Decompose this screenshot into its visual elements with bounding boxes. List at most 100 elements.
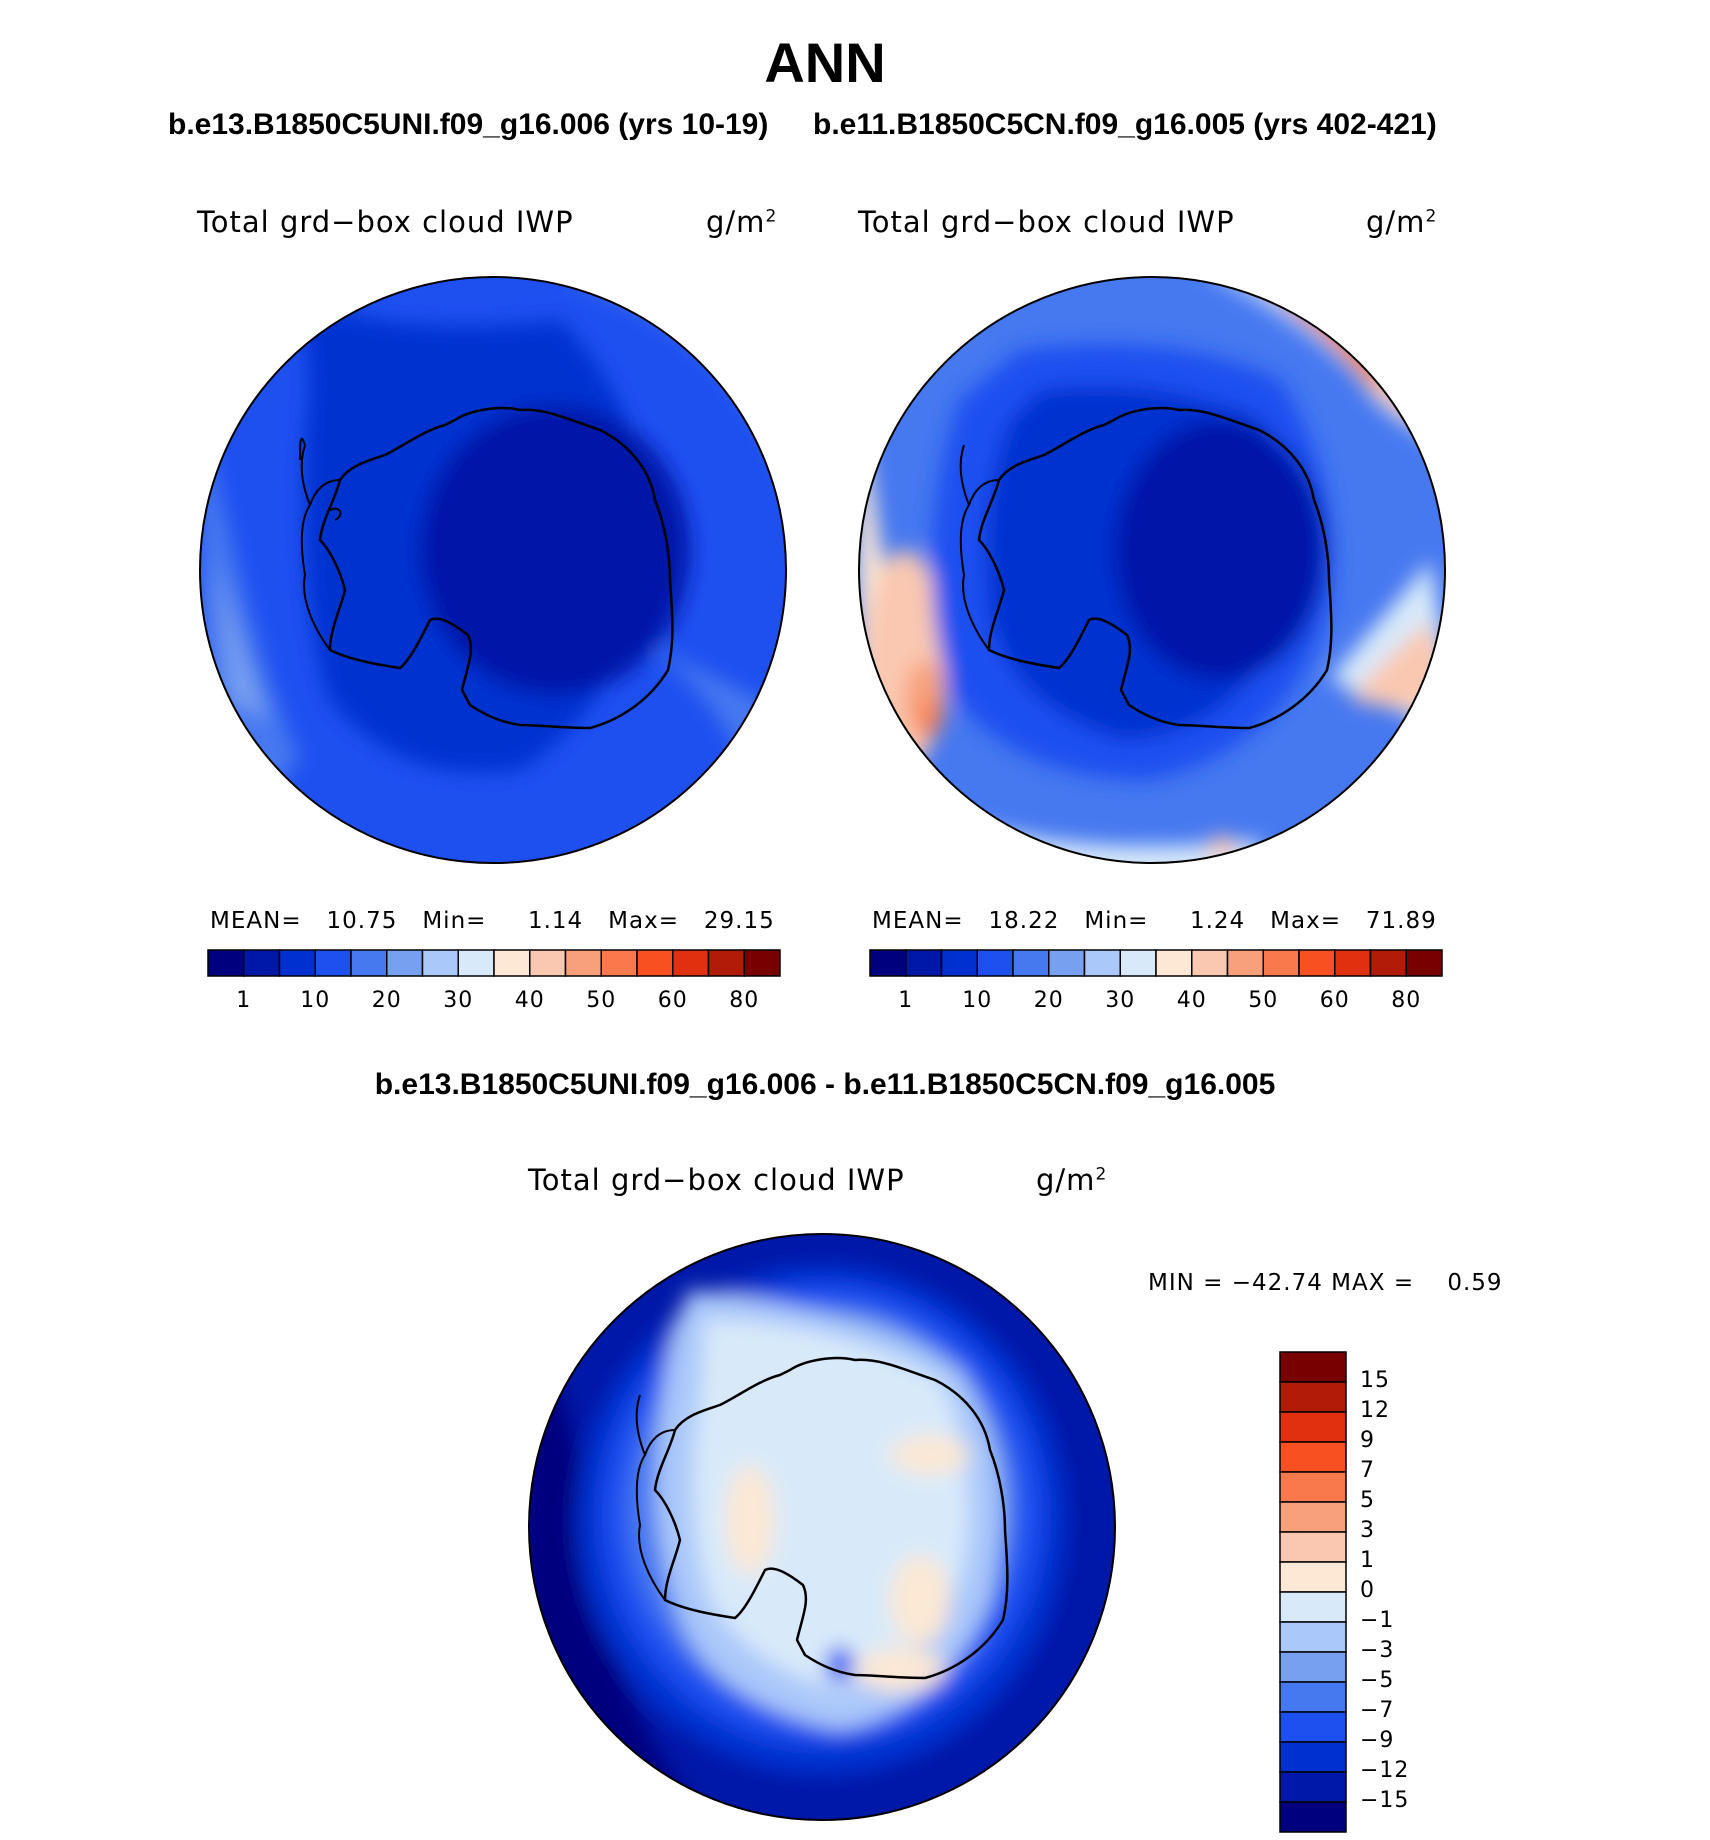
colorbar-box bbox=[1405, 949, 1443, 977]
colorbar-box bbox=[1279, 1621, 1347, 1653]
colorbar-box bbox=[940, 949, 978, 977]
colorbar-tick-label: −7 bbox=[1360, 1698, 1395, 1723]
colorbar-box bbox=[386, 949, 424, 977]
colorbar-tick-label: 10 bbox=[962, 988, 993, 1013]
colorbar-tick-label: 80 bbox=[1391, 988, 1422, 1013]
left-antarctica-coastline bbox=[318, 406, 674, 730]
colorbar-box bbox=[493, 949, 531, 977]
colorbar-box bbox=[1119, 949, 1157, 977]
colorbar-box bbox=[421, 949, 459, 977]
diff-colorbar bbox=[1279, 1351, 1347, 1833]
colorbar-box bbox=[1279, 1531, 1347, 1563]
colorbar-tick-label: 40 bbox=[1176, 988, 1207, 1013]
colorbar-tick-label: 20 bbox=[371, 988, 402, 1013]
colorbar-box bbox=[672, 949, 710, 977]
colorbar-box bbox=[1191, 949, 1229, 977]
colorbar-tick-label: 7 bbox=[1360, 1458, 1375, 1483]
right-antarctica-coastline bbox=[977, 406, 1333, 730]
colorbar-box bbox=[564, 949, 602, 977]
colorbar-box bbox=[1279, 1801, 1347, 1833]
colorbar-tick-label: 80 bbox=[729, 988, 760, 1013]
colorbar-tick-label: 50 bbox=[586, 988, 617, 1013]
colorbar-tick-label: −15 bbox=[1360, 1788, 1410, 1813]
right-stats: MEAN= 18.22 Min= 1.24 Max= 71.89 bbox=[872, 908, 1437, 934]
right-case-title: b.e11.B1850C5CN.f09_g16.005 (yrs 402-421… bbox=[813, 108, 1437, 141]
colorbar-box bbox=[1279, 1741, 1347, 1773]
colorbar-tick-label: 1 bbox=[236, 988, 252, 1013]
colorbar-box bbox=[350, 949, 388, 977]
colorbar-tick-label: 50 bbox=[1248, 988, 1279, 1013]
colorbar-box bbox=[1155, 949, 1193, 977]
diff-antarctica-coastline bbox=[653, 1356, 1009, 1680]
diff-variable-label: Total grd−box cloud IWP bbox=[528, 1163, 905, 1197]
left-variable-label: Total grd−box cloud IWP bbox=[197, 205, 574, 239]
left-map bbox=[200, 277, 786, 863]
colorbar-box bbox=[1279, 1411, 1347, 1443]
colorbar-tick-label: 12 bbox=[1360, 1398, 1390, 1423]
right-map bbox=[859, 277, 1445, 863]
left-stats: MEAN= 10.75 Min= 1.14 Max= 29.15 bbox=[210, 908, 775, 934]
colorbar-tick-label: 30 bbox=[1105, 988, 1136, 1013]
colorbar-box bbox=[1279, 1591, 1347, 1623]
colorbar-box bbox=[1279, 1771, 1347, 1803]
colorbar-box bbox=[1279, 1351, 1347, 1383]
colorbar-box bbox=[1279, 1561, 1347, 1593]
colorbar-tick-label: −3 bbox=[1360, 1638, 1395, 1663]
colorbar-box bbox=[869, 949, 907, 977]
colorbar-box bbox=[707, 949, 745, 977]
left-colorbar bbox=[207, 949, 781, 977]
colorbar-box bbox=[1226, 949, 1264, 977]
colorbar-tick-label: 9 bbox=[1360, 1428, 1375, 1453]
colorbar-tick-label: 40 bbox=[514, 988, 545, 1013]
colorbar-tick-label: 20 bbox=[1033, 988, 1064, 1013]
right-units-label: g/m2 bbox=[1366, 205, 1438, 239]
main-title: ANN bbox=[764, 31, 886, 94]
colorbar-box bbox=[1369, 949, 1407, 977]
right-colorbar bbox=[869, 949, 1443, 977]
colorbar-tick-label: 1 bbox=[898, 988, 914, 1013]
colorbar-box bbox=[1083, 949, 1121, 977]
colorbar-box bbox=[314, 949, 352, 977]
diff-stats: MIN = −42.74 MAX = 0.59 bbox=[1148, 1270, 1503, 1296]
colorbar-tick-label: −9 bbox=[1360, 1728, 1395, 1753]
colorbar-box bbox=[743, 949, 781, 977]
colorbar-box bbox=[976, 949, 1014, 977]
colorbar-tick-label: 10 bbox=[300, 988, 331, 1013]
colorbar-box bbox=[243, 949, 281, 977]
colorbar-box bbox=[1262, 949, 1300, 977]
right-variable-label: Total grd−box cloud IWP bbox=[858, 205, 1235, 239]
colorbar-tick-label: 5 bbox=[1360, 1488, 1375, 1513]
colorbar-box bbox=[1279, 1711, 1347, 1743]
colorbar-box bbox=[600, 949, 638, 977]
colorbar-tick-label: −12 bbox=[1360, 1758, 1410, 1783]
diff-title: b.e13.B1850C5UNI.f09_g16.006 - b.e11.B18… bbox=[374, 1068, 1276, 1101]
colorbar-box bbox=[1012, 949, 1050, 977]
colorbar-box bbox=[636, 949, 674, 977]
colorbar-box bbox=[1279, 1441, 1347, 1473]
colorbar-tick-label: 30 bbox=[443, 988, 474, 1013]
left-case-title: b.e13.B1850C5UNI.f09_g16.006 (yrs 10-19) bbox=[168, 108, 769, 141]
colorbar-box bbox=[1279, 1651, 1347, 1683]
colorbar-box bbox=[529, 949, 567, 977]
colorbar-tick-label: −5 bbox=[1360, 1668, 1395, 1693]
colorbar-box bbox=[457, 949, 495, 977]
left-units-label: g/m2 bbox=[706, 205, 778, 239]
colorbar-box bbox=[1298, 949, 1336, 977]
colorbar-tick-label: 60 bbox=[657, 988, 688, 1013]
colorbar-box bbox=[905, 949, 943, 977]
colorbar-tick-label: 15 bbox=[1360, 1368, 1390, 1393]
colorbar-tick-label: 60 bbox=[1319, 988, 1350, 1013]
diff-map bbox=[529, 1234, 1115, 1820]
colorbar-tick-label: 1 bbox=[1360, 1548, 1375, 1573]
colorbar-box bbox=[1279, 1501, 1347, 1533]
diff-units-label: g/m2 bbox=[1036, 1163, 1108, 1197]
colorbar-box bbox=[1279, 1681, 1347, 1713]
colorbar-tick-label: −1 bbox=[1360, 1608, 1395, 1633]
colorbar-box bbox=[1279, 1381, 1347, 1413]
colorbar-box bbox=[1279, 1471, 1347, 1503]
colorbar-box bbox=[207, 949, 245, 977]
colorbar-tick-label: 0 bbox=[1360, 1578, 1375, 1603]
colorbar-box bbox=[1334, 949, 1372, 977]
colorbar-tick-label: 3 bbox=[1360, 1518, 1375, 1543]
